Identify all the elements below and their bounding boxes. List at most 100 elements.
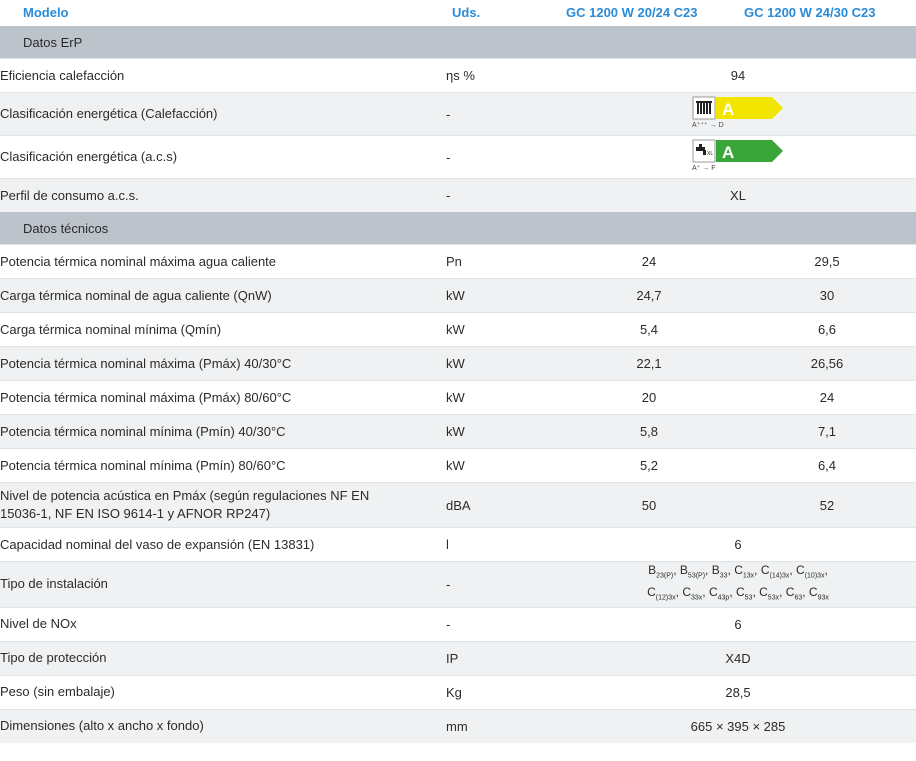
energy-label-dhw: XL A A⁺ → F	[692, 139, 784, 173]
table-row: Potencia térmica nominal máxima agua cal…	[0, 244, 916, 279]
row-value-1: 20	[560, 380, 738, 415]
row-value: XL	[560, 178, 916, 212]
table-row: Perfil de consumo a.c.s. - XL	[0, 178, 916, 212]
row-label: Eficiencia calefacción	[0, 58, 446, 93]
row-label: Peso (sin embalaje)	[0, 674, 446, 710]
table-row: Carga térmica nominal mínima (Qmín) kW 5…	[0, 312, 916, 347]
energy-range: A⁺ → F	[692, 164, 716, 172]
table-row: Carga térmica nominal de agua caliente (…	[0, 278, 916, 313]
svg-text:XL: XL	[707, 151, 713, 157]
table-row: Peso (sin embalaje) Kg 28,5	[0, 674, 916, 710]
row-value-2: 24	[738, 380, 916, 415]
row-value: 6	[560, 527, 916, 562]
row-unit: -	[446, 606, 560, 642]
spec-table: Datos ErP Eficiencia calefacción ηs % 94…	[0, 26, 916, 743]
table-row: Capacidad nominal del vaso de expansión …	[0, 527, 916, 562]
row-value-1: 22,1	[560, 346, 738, 381]
energy-arrow-icon	[692, 96, 783, 119]
row-unit: dBA	[446, 482, 560, 528]
table-row: Nivel de potencia acústica en Pmáx (segú…	[0, 482, 916, 528]
row-label: Clasificación energética (Calefacción)	[0, 92, 446, 136]
installation-code: C43p	[708, 585, 730, 602]
section-title: Datos ErP	[0, 26, 916, 59]
row-label: Nivel de potencia acústica en Pmáx (segú…	[0, 482, 446, 528]
row-unit: kW	[446, 346, 560, 381]
row-unit: -	[446, 92, 560, 136]
row-unit: ηs %	[446, 58, 560, 93]
row-value-1: 50	[560, 482, 738, 528]
row-unit: kW	[446, 414, 560, 449]
row-unit: kW	[446, 380, 560, 415]
row-value-2: 30	[738, 278, 916, 313]
row-value-2: 6,4	[738, 448, 916, 483]
installation-line-2: C(12)3x, C33x, C43p, C53, C53x, C63, C93…	[647, 585, 829, 602]
row-value-2: 29,5	[738, 244, 916, 279]
table-row: Dimensiones (alto x ancho x fondo) mm 66…	[0, 708, 916, 743]
installation-code: C53	[735, 585, 753, 602]
table-row: Nivel de NOx - 6	[0, 606, 916, 642]
table-header: Modelo Uds. GC 1200 W 20/24 C23 GC 1200 …	[0, 0, 916, 26]
table-row: Clasificación energética (a.c.s) - XL A	[0, 135, 916, 179]
row-label: Potencia térmica nominal máxima (Pmáx) 4…	[0, 346, 446, 381]
energy-label-heating: A A⁺⁺⁺ → D	[692, 96, 784, 130]
section-erp: Datos ErP	[0, 26, 916, 59]
row-unit: Pn	[446, 244, 560, 279]
row-value-1: 5,2	[560, 448, 738, 483]
row-label: Potencia térmica nominal mínima (Pmín) 4…	[0, 414, 446, 449]
table-row: Potencia térmica nominal máxima (Pmáx) 4…	[0, 346, 916, 381]
header-model: Modelo	[23, 5, 69, 20]
row-value: 6	[560, 606, 916, 642]
table-row: Eficiencia calefacción ηs % 94	[0, 58, 916, 93]
installation-code: C(12)3x	[647, 585, 676, 602]
row-value-2: 6,6	[738, 312, 916, 347]
installation-code: C13x	[734, 563, 755, 580]
installation-line-1: B23(P), B53(P), B33, C13x, C(14)3x, C(10…	[648, 563, 828, 580]
row-label: Potencia térmica nominal mínima (Pmín) 8…	[0, 448, 446, 483]
tap-icon: XL	[692, 139, 783, 162]
row-value-1: 5,4	[560, 312, 738, 347]
row-unit: Kg	[446, 674, 560, 710]
table-row: Potencia térmica nominal mínima (Pmín) 8…	[0, 448, 916, 483]
row-value-2: 26,56	[738, 346, 916, 381]
row-unit: kW	[446, 312, 560, 347]
installation-code: B53(P)	[679, 563, 706, 580]
installation-code: C63	[785, 585, 803, 602]
row-unit: l	[446, 527, 560, 562]
energy-range: A⁺⁺⁺ → D	[692, 121, 724, 129]
installation-code: C53x	[759, 585, 780, 602]
row-value-1: 24,7	[560, 278, 738, 313]
installation-types: B23(P), B53(P), B33, C13x, C(14)3x, C(10…	[560, 562, 916, 607]
row-unit: mm	[446, 708, 560, 743]
row-label-line-1: Nivel de potencia acústica en Pmáx (segú…	[0, 488, 370, 503]
row-label: Clasificación energética (a.c.s)	[0, 135, 446, 179]
table-row: Tipo de protección IP X4D	[0, 640, 916, 676]
table-row: Potencia térmica nominal máxima (Pmáx) 8…	[0, 380, 916, 415]
installation-code: C33x	[682, 585, 703, 602]
header-model-1: GC 1200 W 20/24 C23	[566, 5, 698, 20]
table-row: Clasificación energética (Calefacción) -	[0, 92, 916, 136]
row-unit: -	[446, 561, 560, 608]
installation-code: C(14)3x	[760, 563, 790, 580]
row-value: 94	[560, 58, 916, 93]
row-label: Carga térmica nominal de agua caliente (…	[0, 278, 446, 313]
row-value-2: 7,1	[738, 414, 916, 449]
header-units: Uds.	[452, 5, 481, 20]
row-label: Potencia térmica nominal máxima (Pmáx) 8…	[0, 380, 446, 415]
energy-grade: A	[722, 99, 735, 119]
row-label: Tipo de instalación	[0, 561, 446, 608]
row-value-1: 24	[560, 244, 738, 279]
section-tech: Datos técnicos	[0, 212, 916, 245]
installation-code: C(10)3x	[796, 563, 825, 580]
row-unit: kW	[446, 278, 560, 313]
table-row: Tipo de instalación - B23(P), B53(P), B3…	[0, 561, 916, 608]
row-unit: kW	[446, 448, 560, 483]
header-model-2: GC 1200 W 24/30 C23	[744, 5, 876, 20]
row-unit: IP	[446, 640, 560, 676]
installation-code: C93x	[808, 585, 829, 602]
row-label: Tipo de protección	[0, 640, 446, 676]
section-title: Datos técnicos	[0, 212, 916, 245]
row-label: Carga térmica nominal mínima (Qmín)	[0, 312, 446, 347]
row-value: X4D	[560, 640, 916, 676]
table-row: Potencia térmica nominal mínima (Pmín) 4…	[0, 414, 916, 449]
